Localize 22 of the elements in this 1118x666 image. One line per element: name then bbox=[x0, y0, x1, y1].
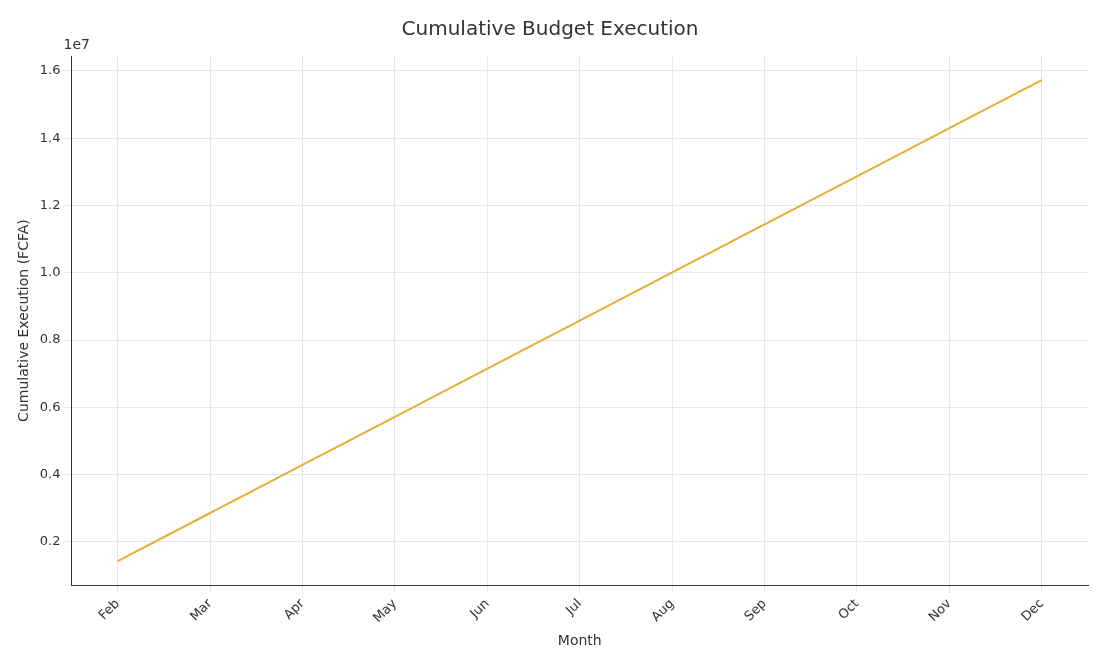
x-tick-label: Mar bbox=[186, 595, 216, 624]
x-tick-label: Sep bbox=[741, 595, 770, 624]
text: 1e7 bbox=[63, 35, 90, 52]
y-axis-title: Cumulative Execution (FCFA) bbox=[15, 219, 32, 422]
x-tick-label: Aug bbox=[648, 595, 677, 625]
x-tick-label: Apr bbox=[280, 595, 308, 623]
x-tick-label: Dec bbox=[1017, 595, 1047, 624]
y-tick-label: 1.0 bbox=[39, 264, 61, 280]
y-tick-label: 0.4 bbox=[39, 466, 61, 482]
y-tick-label: 0.2 bbox=[39, 533, 61, 549]
y-tick-label: 1.6 bbox=[39, 62, 61, 78]
x-axis-title: Month bbox=[557, 632, 602, 649]
y-tick-label: 0.6 bbox=[39, 398, 61, 414]
x-tick-label: Feb bbox=[95, 595, 123, 623]
y-tick-label: 1.4 bbox=[39, 129, 61, 145]
y-tick-label: 0.8 bbox=[39, 331, 61, 347]
chart-title: Cumulative Budget Execution bbox=[401, 16, 699, 41]
x-tick-label: Oct bbox=[834, 595, 862, 623]
x-tick-label: Jun bbox=[466, 595, 492, 622]
x-tick-label: Nov bbox=[925, 595, 955, 625]
y-tick-label: 1.2 bbox=[39, 196, 61, 212]
x-tick-label: Jul bbox=[561, 595, 585, 618]
